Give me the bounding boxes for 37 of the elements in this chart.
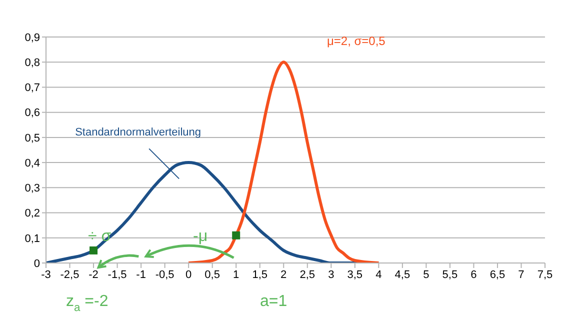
x-tick-label: -2,5 [60, 268, 80, 281]
x-tick-label: 7,5 [537, 268, 553, 281]
x-tick-label: 1 [233, 268, 240, 281]
x-tick-label: 0 [186, 268, 192, 281]
y-tick-label: 0,1 [24, 232, 40, 245]
x-tick-label: 5,5 [442, 268, 458, 281]
x-tick-label: 4,5 [394, 268, 410, 281]
y-tick-label: 0,9 [24, 32, 40, 44]
x-tick-label: 2,5 [300, 268, 316, 281]
y-tick-label: 0,7 [24, 82, 40, 94]
y-tick-label: 0,2 [24, 208, 40, 220]
x-tick-label: 6,5 [490, 268, 506, 281]
x-tick-label: 3,5 [347, 268, 363, 281]
x-tick-label: -1 [136, 268, 146, 281]
x-tick-label: -1,5 [108, 268, 127, 281]
x-tick-label: 4 [376, 268, 382, 281]
text: z$_{a}$ =-2 [66, 293, 108, 314]
x-tick-label: 7 [518, 268, 524, 281]
y-tick-label: 0,5 [24, 132, 40, 144]
text: a=1 [260, 293, 288, 310]
x-tick-label: -3 [41, 268, 51, 281]
x-tick-label: -0,5 [155, 268, 174, 281]
annotation: μ=2, σ=0,5 [327, 34, 386, 48]
x-tick-label: 6 [470, 268, 477, 281]
y-tick-label: 0,8 [24, 57, 40, 70]
y-tick-label: 0 [34, 258, 40, 270]
x-tick-label: 1,5 [252, 268, 268, 281]
annotation: Standardnormalverteilung [75, 126, 202, 139]
x-tick-label: -2 [88, 268, 98, 281]
annotation: -μ [193, 228, 208, 245]
x-tick-label: 3 [328, 268, 334, 281]
y-tick-label: 0,4 [24, 157, 40, 170]
x-tick-label: 0,5 [204, 268, 220, 281]
x-tick-label: 5 [423, 268, 430, 281]
y-tick-label: 0,3 [24, 182, 40, 195]
y-tick-label: 0,6 [24, 107, 40, 120]
x-tick-label: 2 [280, 268, 287, 281]
